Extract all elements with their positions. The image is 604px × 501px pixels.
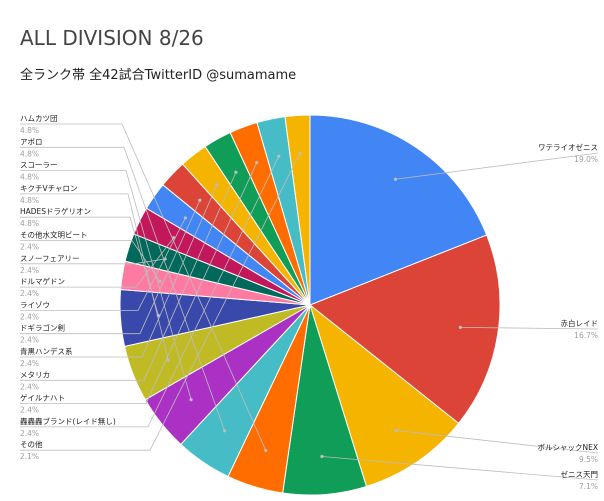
slice-label-2: ボルシャックNEX: [538, 443, 599, 452]
slice-percent-17: 2.4%: [20, 429, 39, 438]
slice-percent-1: 16.7%: [574, 331, 598, 340]
leader-line-0: [395, 152, 599, 180]
leader-line-4: [20, 123, 267, 451]
leader-dot-16: [255, 161, 259, 165]
pie-slice-0: [309, 114, 488, 306]
leader-line-12: [20, 217, 186, 311]
slice-percent-11: 2.4%: [20, 289, 39, 298]
slice-label-14: 青黒ハンデス系: [20, 346, 73, 356]
leader-line-14: [20, 184, 218, 358]
chart-subtitle: 全ランク帯 全42試合TwitterID @sumamame: [20, 68, 297, 83]
slice-percent-10: 2.4%: [20, 266, 39, 275]
slice-percent-14: 2.4%: [20, 359, 39, 368]
slice-percent-12: 2.4%: [20, 312, 39, 321]
slice-label-3: ゼニス天門: [561, 469, 599, 479]
leader-line-18: [20, 153, 301, 451]
slice-label-8: HADESドラゲリオン: [20, 207, 91, 216]
pie-slice-1: [309, 234, 501, 425]
slice-label-7: キクチVチャロン: [20, 184, 78, 193]
slice-label-4: ハムカツ団: [20, 114, 58, 123]
slice-percent-18: 2.1%: [20, 452, 39, 461]
slice-label-13: ドギラゴン剣: [20, 323, 65, 333]
slice-percent-6: 4.8%: [20, 173, 39, 182]
leader-line-16: [20, 162, 258, 405]
leader-dot-15: [234, 170, 238, 174]
leader-line-2: [395, 430, 599, 454]
slice-label-1: 赤白レイド: [561, 318, 599, 328]
slice-percent-9: 2.4%: [20, 243, 39, 252]
slice-percent-3: 7.1%: [579, 482, 598, 491]
slice-percent-2: 9.5%: [579, 455, 598, 464]
slice-label-0: ワテライオゼニス: [538, 142, 598, 152]
slice-percent-0: 19.0%: [574, 155, 598, 164]
slice-percent-8: 4.8%: [20, 219, 39, 228]
leader-line-1: [460, 326, 599, 330]
pie-slice-2: [309, 303, 460, 488]
slice-percent-15: 2.4%: [20, 382, 39, 391]
slice-label-6: スコーラー: [20, 161, 58, 170]
slice-label-15: メタリカ: [20, 370, 50, 379]
slice-label-5: アポロ: [20, 137, 43, 146]
slice-label-10: スノーフェアリー: [20, 254, 80, 263]
slice-percent-5: 4.8%: [20, 149, 39, 158]
leader-line-8: [20, 216, 159, 316]
slice-label-17: 轟轟轟ブランド(レイド無し): [20, 416, 116, 426]
leader-dot-12: [183, 216, 187, 220]
slice-label-11: ドルマゲドン: [20, 277, 65, 286]
pie-slice-18: [284, 114, 311, 306]
leader-line-13: [20, 200, 201, 335]
slice-label-12: ライゾウ: [20, 300, 50, 309]
slice-percent-13: 2.4%: [20, 336, 39, 345]
chart-title: ALL DIVISION 8/26: [20, 26, 204, 50]
leader-line-11: [20, 237, 175, 288]
leader-line-5: [20, 146, 225, 431]
leader-line-10: [20, 258, 166, 265]
slice-label-18: その他: [20, 439, 43, 449]
leader-line-17: [20, 156, 280, 428]
leader-line-15: [20, 172, 237, 381]
slice-label-9: その他水文明ビート: [20, 230, 88, 240]
leader-line-3: [321, 456, 599, 481]
slice-label-16: ゲイルナハト: [20, 394, 65, 403]
leader-dot-17: [277, 154, 281, 158]
slice-percent-4: 4.8%: [20, 126, 39, 135]
leader-dot-18: [298, 151, 302, 155]
slice-percent-7: 4.8%: [20, 196, 39, 205]
slice-percent-16: 2.4%: [20, 406, 39, 415]
